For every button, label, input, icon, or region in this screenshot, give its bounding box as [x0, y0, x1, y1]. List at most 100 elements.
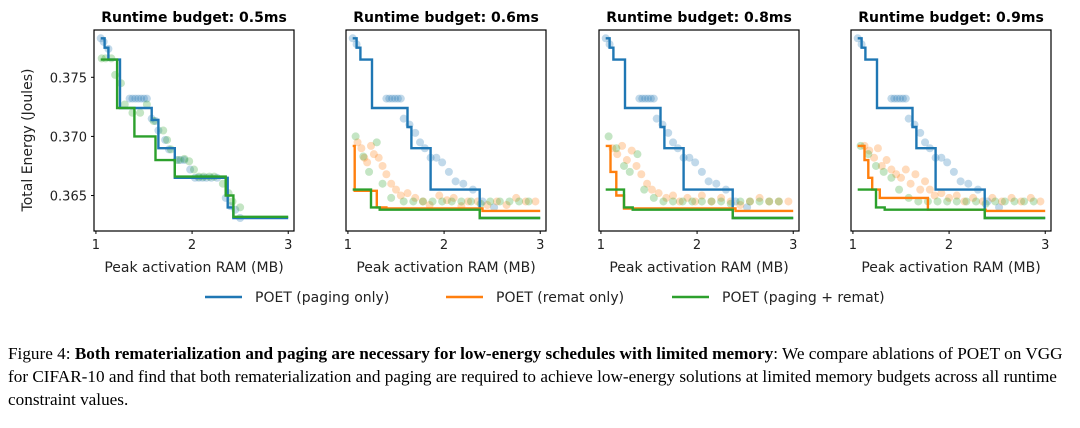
scatter-point: [712, 179, 721, 188]
series-line: [605, 37, 794, 220]
scatter-point: [925, 185, 934, 194]
scatter-point: [911, 170, 920, 179]
scatter-point: [363, 158, 372, 167]
panel-frame: [598, 29, 800, 232]
scatter-point: [697, 167, 706, 176]
scatter-point: [895, 185, 904, 194]
caption-bold-text: Both rematerialization and paging are ne…: [74, 344, 774, 363]
scatter-point: [736, 197, 745, 206]
scatter-point: [678, 197, 687, 206]
series-line: [605, 144, 794, 213]
caption-label: Figure 4:: [8, 344, 71, 363]
x-tick-label: 2: [188, 238, 196, 253]
scatter-point: [646, 94, 655, 103]
scatter-point: [1017, 197, 1026, 206]
x-axis-label: Peak activation RAM (MB): [609, 260, 788, 276]
scatter-point: [649, 193, 658, 202]
scatter-point: [391, 94, 400, 103]
legend-label: POET (paging + remat): [722, 290, 885, 306]
scatter-point: [904, 114, 913, 123]
scatter-point: [531, 197, 540, 206]
panel-frame: [850, 29, 1052, 232]
scatter-point: [369, 150, 378, 159]
scatter-point: [604, 132, 613, 141]
scatter-point: [387, 179, 396, 188]
scatter-point: [870, 153, 879, 162]
scatter-point: [743, 203, 752, 212]
scatter-point: [137, 94, 146, 103]
scatter-point: [495, 197, 504, 206]
series-line: [100, 37, 289, 220]
scatter-point: [641, 94, 650, 103]
scatter-point: [704, 177, 713, 186]
scatter-point: [697, 191, 706, 200]
scatter-point: [697, 197, 706, 206]
scatter-point: [745, 197, 754, 206]
scatter-point: [1036, 197, 1045, 206]
scatter-point: [483, 200, 492, 209]
scatter-point: [425, 200, 434, 209]
scatter-point: [180, 156, 189, 165]
x-tick-label: 3: [284, 238, 292, 253]
scatter-point: [387, 193, 396, 202]
scatter-point: [399, 114, 408, 123]
scatter-point: [969, 193, 978, 202]
x-tick-label: 2: [693, 238, 701, 253]
scatter-point: [416, 138, 425, 147]
scatter-point: [962, 197, 971, 206]
scatter-point: [174, 156, 183, 165]
scatter-point: [865, 146, 874, 155]
scatter-point: [765, 197, 774, 206]
plot-area: [96, 34, 289, 222]
scatter-point: [1029, 197, 1038, 206]
scatter-point: [755, 193, 764, 202]
series-line: [857, 37, 1046, 220]
scatter-point: [675, 197, 684, 206]
scatter-point: [357, 144, 366, 153]
scatter-point: [914, 197, 923, 206]
scatter-point: [392, 185, 400, 194]
scatter-point: [897, 173, 905, 182]
scatter-point: [351, 132, 360, 141]
scatter-point: [995, 203, 1004, 212]
scatter-point: [512, 193, 521, 202]
scatter-point: [952, 197, 961, 206]
scatter-point: [664, 128, 673, 137]
scatter-point: [991, 197, 1000, 206]
x-tick-label: 1: [92, 238, 100, 253]
scatter-point: [524, 197, 533, 206]
scatter-point: [1007, 193, 1016, 202]
scatter-point: [399, 197, 408, 206]
scatter-point: [921, 177, 930, 186]
scatter-point: [916, 185, 925, 194]
scatter-point: [428, 197, 437, 206]
scatter-point: [409, 197, 418, 206]
scatter-point: [505, 197, 514, 206]
scatter-point: [180, 154, 189, 163]
scatter-point: [411, 128, 420, 137]
scatter-point: [396, 94, 405, 103]
scatter-point: [774, 197, 783, 206]
scatter-point: [691, 158, 700, 167]
scatter-point: [459, 179, 468, 188]
scatter-point: [385, 94, 394, 103]
scatter-point: [943, 158, 952, 167]
scatter-point: [707, 197, 716, 206]
caption-body-text: : We compare ablations of POET on VGG fo…: [8, 344, 1063, 409]
panel-title: Runtime budget: 0.9ms: [858, 10, 1044, 26]
scatter-point: [892, 170, 901, 179]
scatter-point: [142, 100, 151, 109]
scatter-point: [945, 193, 954, 202]
scatter-point: [418, 197, 427, 206]
scatter-point: [625, 167, 634, 176]
scatter-point: [163, 135, 172, 144]
scatter-point: [442, 196, 451, 205]
y-tick-label: 0.370: [50, 130, 87, 145]
scatter-point: [717, 197, 726, 206]
scatter-point: [620, 161, 628, 170]
scatter-point: [937, 153, 946, 162]
scatter-point: [411, 193, 420, 202]
y-axis-label: Total Energy (Joules): [20, 69, 36, 213]
scatter-point: [930, 191, 939, 200]
